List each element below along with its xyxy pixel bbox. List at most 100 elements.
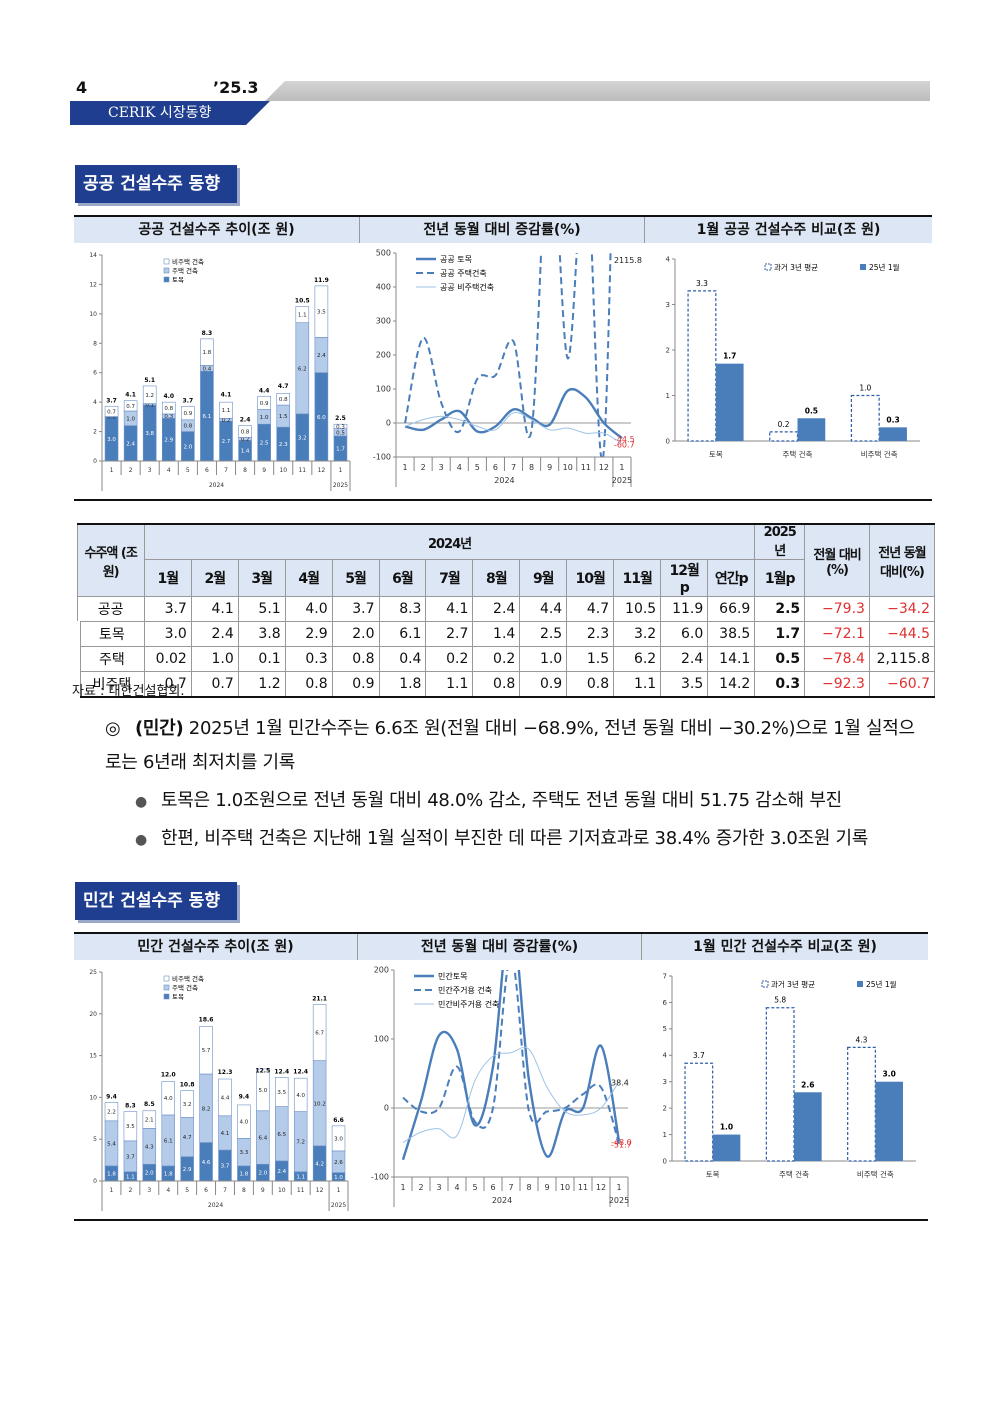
header-cell: 5월 <box>331 559 380 597</box>
data-label: 4.4 <box>221 1095 230 1101</box>
table-cell: −44.5 <box>868 621 936 647</box>
legend-label: 토목 <box>172 276 184 284</box>
x-group-label: 2025 <box>612 476 632 485</box>
data-label: 0.8 <box>164 406 173 412</box>
x-tick-label: 4 <box>454 1183 459 1192</box>
data-label: 3.2 <box>298 435 307 441</box>
y-tick-label: 0 <box>666 437 670 445</box>
y-tick-label: 2 <box>93 429 97 436</box>
table-cell: 1.1 <box>613 671 662 698</box>
bar-segment <box>199 1026 213 1075</box>
bar-segment <box>293 1077 308 1112</box>
y-tick-label: 14 <box>89 252 97 259</box>
total-label: 4.0 <box>163 393 174 400</box>
data-label: 6.7 <box>315 1031 324 1037</box>
bar-segment <box>104 405 119 417</box>
data-label: 3.0 <box>334 1136 343 1142</box>
data-label: 4.3 <box>145 1144 154 1150</box>
total-label: 2.4 <box>240 417 251 424</box>
bullet-text: 토목은 1.0조원으로 전년 동월 대비 48.0% 감소, 주택도 전년 동월… <box>161 790 842 811</box>
x-tick-label: 3 <box>436 1183 441 1192</box>
data-label: 6.4 <box>258 1136 267 1142</box>
data-label: 3.7 <box>693 1051 705 1060</box>
bar-segment <box>257 395 271 410</box>
table-cell: 66.9 <box>707 596 756 622</box>
table-cell: 10.5 <box>613 596 662 622</box>
data-label: 5.0 <box>258 1088 267 1094</box>
total-label: 12.0 <box>161 1072 176 1079</box>
data-label: 4.3 <box>856 1035 868 1044</box>
bar-segment <box>200 338 214 366</box>
x-group-label: 2024 <box>492 1196 512 1205</box>
header-cell: 2024년 <box>143 523 756 560</box>
bar-segment <box>218 1078 232 1117</box>
data-label: 7.2 <box>296 1140 305 1146</box>
rule <box>74 932 928 934</box>
legend-label: 비주택 건축 <box>172 257 204 266</box>
bar <box>794 1092 822 1161</box>
data-label: 1.0 <box>720 1123 733 1132</box>
data-label: 1.1 <box>222 408 231 414</box>
header-cell: 수주액 (조 원) <box>76 523 145 597</box>
header-cell: 3월 <box>237 559 286 597</box>
table-cell: 0.02 <box>143 646 192 672</box>
x-tick-label: 3 <box>148 467 152 474</box>
data-label: 3.0 <box>883 1070 896 1079</box>
header-cell: 1월 <box>143 559 192 597</box>
x-group-label: 2024 <box>209 482 224 489</box>
header-cell: 7월 <box>425 559 474 597</box>
total-label: 12.5 <box>255 1068 270 1075</box>
table-cell: 3.7 <box>143 596 192 622</box>
x-tick-label: 8 <box>529 463 534 472</box>
marker: ◎ <box>105 718 121 739</box>
data-label: 0.2 <box>241 437 250 443</box>
bar <box>847 1046 876 1162</box>
end-label: -51.7 <box>611 1141 632 1150</box>
table-cell: 6.2 <box>613 646 662 672</box>
row-label: 공공 <box>76 596 145 622</box>
chart-title: 전년 동월 대비 증감률(%) <box>358 934 642 960</box>
data-label: 0.8 <box>241 430 250 436</box>
data-label: 1.8 <box>240 1171 249 1177</box>
table-cell: 2,115.8 <box>868 646 936 672</box>
data-label: 0.8 <box>279 397 288 403</box>
bar-segment <box>161 1081 175 1116</box>
data-label: 6.2 <box>298 366 307 372</box>
data-label: 2.4 <box>277 1169 286 1175</box>
legend-label: 25년 1월 <box>866 979 897 989</box>
data-row: 토목 3.0 2.4 3.8 2.9 2.0 6.1 2.7 1.4 2.5 2.3 3.2 6.0 38… <box>73 621 936 647</box>
bar <box>712 1134 741 1161</box>
data-label: 3.3 <box>696 279 708 288</box>
data-label: 3.5 <box>126 1124 135 1130</box>
x-tick-label: 12 <box>316 1187 324 1194</box>
data-label: 3.7 <box>221 1164 230 1170</box>
total-label: 12.4 <box>293 1068 308 1075</box>
table-cell: 0.7 <box>143 671 192 698</box>
data-label: 2.7 <box>222 439 231 445</box>
table-cell: 3.7 <box>331 596 380 622</box>
x-tick-label: 5 <box>185 1187 189 1194</box>
data-label: 2.0 <box>258 1171 267 1177</box>
header-cell: 연간p <box>707 559 756 597</box>
data-row: 비주택 0.7 0.7 1.2 0.8 0.9 1.8 1.1 0.8 0.9 0.8 1.1 3.5 1… <box>73 671 936 698</box>
bar-segment <box>276 393 291 406</box>
data-label: 6.0 <box>317 415 326 421</box>
data-label: 2.0 <box>183 444 192 450</box>
data-label: 4.1 <box>221 1131 230 1137</box>
table-cell: −78.4 <box>804 646 870 672</box>
header-cell: 6월 <box>378 559 427 597</box>
bar-segment <box>314 285 329 338</box>
legend-label: 민간비주거용 건축 <box>438 999 499 1009</box>
bar-segment <box>123 1111 138 1142</box>
header-cell: 1월p <box>754 559 806 597</box>
data-label: 0.2 <box>778 420 790 429</box>
table-cell: 2.5 <box>519 621 568 647</box>
y-tick-label: 0 <box>93 458 97 465</box>
x-tick-label: 6 <box>490 1183 495 1192</box>
series-line <box>404 253 612 457</box>
data-table: 수주액 (조 원) 2024년 2025년 전월 대비(%) 전년 동월 대비(%) 1월… <box>73 523 936 698</box>
chart: 0 1 2 3 4 5 6 7 토목 주택 건축 비주택 건축 3.7 5.8 4.3 과거 3년 평균 1.… <box>663 972 916 1179</box>
total-label: 4.1 <box>221 392 232 399</box>
x-tick-label: 7 <box>223 1187 227 1194</box>
x-tick-label: 6 <box>493 463 498 472</box>
